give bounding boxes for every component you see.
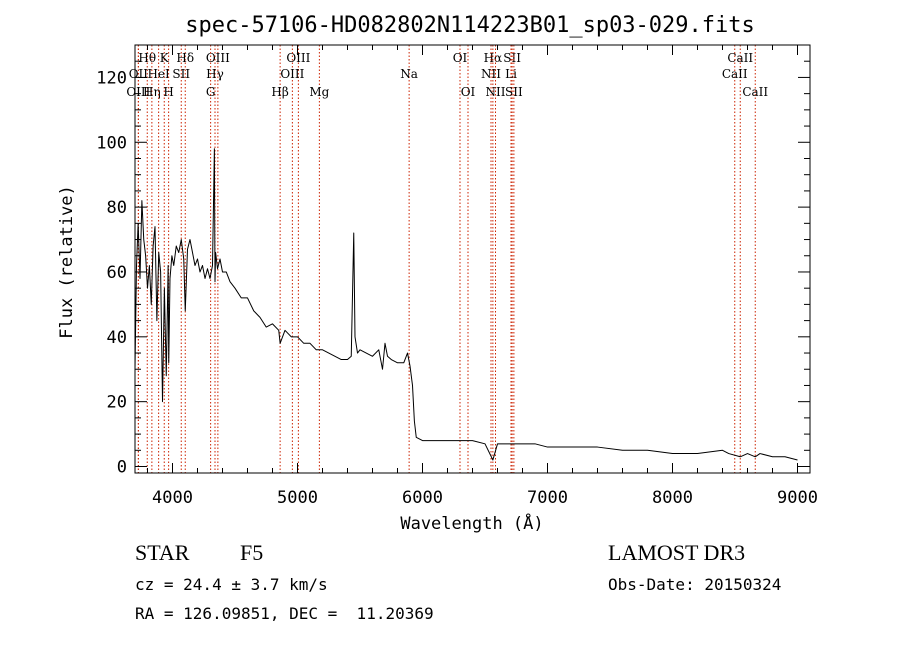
x-tick-label: 8000 bbox=[652, 488, 693, 508]
marker-label: Hα bbox=[484, 51, 503, 65]
y-tick-label: 40 bbox=[107, 328, 127, 348]
y-tick-label: 20 bbox=[107, 393, 127, 413]
x-tick-label: 9000 bbox=[777, 488, 818, 508]
marker-label: CaII bbox=[722, 67, 748, 81]
marker-label: OI bbox=[461, 85, 476, 99]
marker-label: SII bbox=[503, 51, 521, 65]
plot-frame bbox=[134, 44, 811, 474]
marker-label: Mg bbox=[309, 85, 329, 99]
marker-label: K bbox=[160, 51, 170, 65]
marker-label: Hβ bbox=[271, 85, 288, 99]
marker-label: NII bbox=[481, 67, 501, 81]
marker-label: OIII bbox=[280, 67, 304, 81]
x-tick-label: 6000 bbox=[402, 488, 443, 508]
marker-label: H bbox=[163, 85, 173, 99]
marker-label: NII bbox=[486, 85, 506, 99]
y-tick-label: 0 bbox=[117, 458, 127, 478]
marker-label: OIII bbox=[206, 51, 230, 65]
x-tick-label: 4000 bbox=[152, 488, 193, 508]
series-line-flux bbox=[134, 148, 798, 461]
x-tick-label: 5000 bbox=[277, 488, 318, 508]
object-subclass: F5 bbox=[240, 540, 264, 565]
survey-label: LAMOST DR3 bbox=[608, 540, 746, 565]
redshift-readout: cz = 24.4 ± 3.7 km/s bbox=[135, 575, 328, 594]
y-axis: 0 20 40 60 80 100 120 bbox=[96, 60, 810, 478]
marker-label: CaII bbox=[742, 85, 768, 99]
marker-label: HeI bbox=[147, 67, 170, 81]
marker-label: OI bbox=[453, 51, 468, 65]
x-axis: 4000 5000 6000 7000 8000 9000 bbox=[147, 45, 818, 508]
y-tick-label: 120 bbox=[96, 68, 127, 88]
x-tick-label: 7000 bbox=[527, 488, 568, 508]
marker-label: Li bbox=[505, 67, 517, 81]
marker-label: Hγ bbox=[206, 67, 224, 81]
marker-label: Hδ bbox=[176, 51, 194, 65]
coordinates-readout: RA = 126.09851, DEC = 11.20369 bbox=[135, 604, 434, 623]
marker-label: CaII bbox=[727, 51, 753, 65]
y-tick-label: 60 bbox=[107, 263, 127, 283]
marker-label: Hθ bbox=[138, 51, 156, 65]
y-axis-label: Flux (relative) bbox=[57, 185, 77, 339]
marker-label: OIII bbox=[126, 85, 150, 99]
obs-date: Obs-Date: 20150324 bbox=[608, 575, 782, 594]
marker-label: Hη bbox=[143, 85, 161, 99]
spectrum-series bbox=[134, 148, 798, 461]
y-tick-label: 100 bbox=[96, 133, 127, 153]
marker-label: G bbox=[206, 85, 216, 99]
y-tick-label: 80 bbox=[107, 198, 127, 218]
x-axis-label: Wavelength (Å) bbox=[400, 512, 543, 534]
marker-label: OIII bbox=[286, 51, 310, 65]
object-class: STAR bbox=[135, 540, 190, 565]
marker-label: Na bbox=[400, 67, 418, 81]
chart-title: spec-57106-HD082802N114223B01_sp03-029.f… bbox=[185, 13, 755, 38]
marker-label: SII bbox=[505, 85, 523, 99]
marker-label: SII bbox=[172, 67, 190, 81]
